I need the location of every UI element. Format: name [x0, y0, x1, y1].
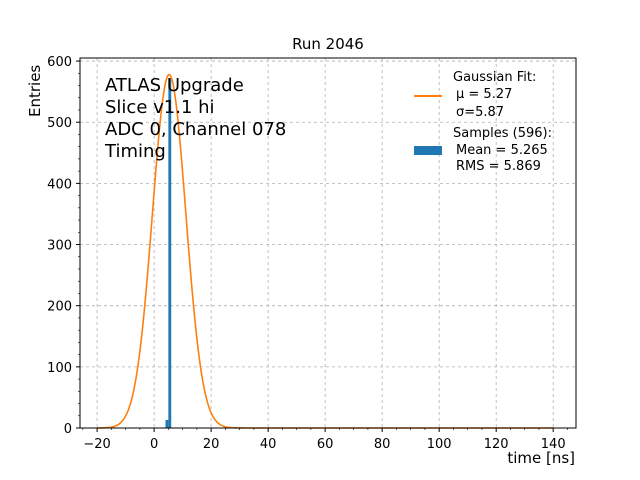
y-tick-label: 400	[47, 177, 72, 192]
info-text-box: ATLAS Upgrade Slice v1.1 hi ADC 0, Chann…	[104, 75, 286, 162]
y-tick-label: 500	[47, 116, 72, 131]
x-tick-label: 140	[541, 437, 566, 452]
y-axis: 0 100 200 300 400 500 600	[47, 55, 80, 437]
x-tick-label: 20	[203, 437, 220, 452]
legend-histogram-rms: RMS = 5.869	[456, 159, 541, 174]
y-tick-label: 100	[47, 361, 72, 376]
y-tick-label: 300	[47, 239, 72, 254]
x-tick-label: 0	[150, 437, 158, 452]
legend-histogram-mean: Mean = 5.265	[456, 143, 548, 158]
x-tick-label: −20	[83, 437, 110, 452]
y-axis-label: Entries	[26, 65, 44, 117]
x-tick-label: 100	[427, 437, 452, 452]
legend-fit-mu: μ = 5.27	[456, 87, 512, 102]
histogram-bar	[165, 420, 169, 428]
y-tick-label: 600	[47, 55, 72, 70]
y-tick-label: 0	[64, 422, 72, 437]
info-line-channel: ADC 0, Channel 078	[105, 119, 286, 140]
x-axis: −20 0 20 40 60 80 100 120 140	[82, 428, 568, 452]
x-tick-label: 80	[374, 437, 391, 452]
legend-histogram-swatch	[414, 146, 442, 155]
info-line-experiment: ATLAS Upgrade	[105, 75, 244, 96]
y-tick-label: 200	[47, 300, 72, 315]
axes-frame	[79, 57, 577, 429]
x-axis-label: time [ns]	[507, 449, 575, 467]
legend: Gaussian Fit: μ = 5.27 σ=5.87 Samples (5…	[414, 70, 552, 174]
grid-lines	[80, 58, 576, 428]
x-tick-label: 40	[260, 437, 277, 452]
legend-histogram-name: Samples (596):	[453, 126, 552, 141]
legend-fit-sigma: σ=5.87	[456, 105, 504, 120]
histogram-bar	[168, 78, 172, 428]
legend-fit-name: Gaussian Fit:	[453, 70, 536, 85]
x-tick-label: 120	[484, 437, 509, 452]
x-tick-label: 60	[317, 437, 334, 452]
info-line-mode: Timing	[104, 141, 166, 162]
info-line-slice: Slice v1.1 hi	[105, 97, 215, 118]
chart-title: Run 2046	[292, 35, 364, 53]
